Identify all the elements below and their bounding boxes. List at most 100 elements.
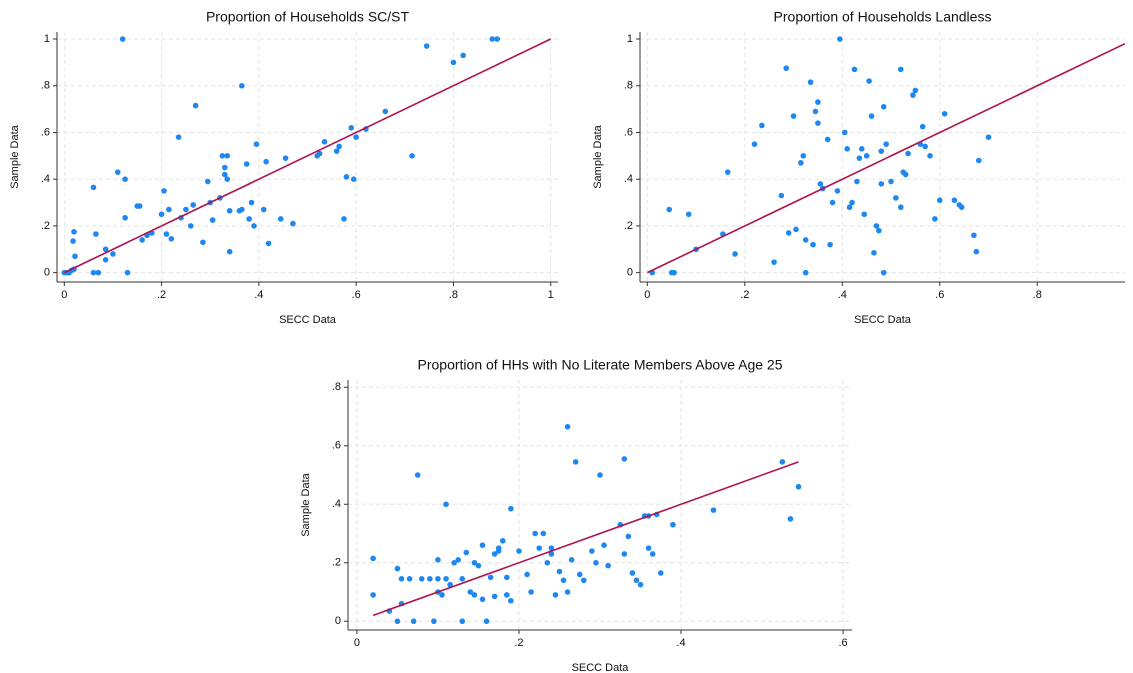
point	[224, 176, 231, 182]
point	[802, 237, 809, 243]
point	[316, 150, 323, 157]
point	[564, 589, 571, 595]
point	[922, 143, 928, 150]
point	[888, 178, 894, 185]
y-tick-label: .8	[41, 80, 50, 92]
point	[787, 516, 794, 522]
point	[802, 269, 809, 276]
point	[450, 59, 457, 66]
point	[851, 66, 858, 73]
point	[951, 197, 958, 204]
point	[459, 618, 466, 625]
chart-title: Proportion of Households Landless	[774, 9, 992, 25]
point	[846, 204, 853, 211]
point	[471, 592, 478, 598]
point	[800, 153, 807, 159]
point	[494, 36, 500, 42]
point	[463, 549, 470, 556]
point	[633, 577, 640, 584]
point	[795, 483, 802, 490]
point	[878, 148, 885, 154]
point	[532, 530, 538, 537]
point	[115, 169, 121, 175]
point	[423, 43, 430, 49]
point	[226, 248, 233, 255]
point	[807, 79, 814, 86]
point	[812, 108, 819, 115]
point	[621, 456, 628, 462]
point	[508, 597, 514, 604]
point	[343, 174, 350, 180]
point	[460, 52, 466, 59]
point	[239, 82, 245, 89]
point	[897, 204, 904, 211]
point	[528, 589, 534, 595]
point	[589, 548, 595, 554]
point	[495, 548, 502, 554]
point	[844, 146, 850, 152]
point	[936, 197, 943, 204]
point	[905, 150, 911, 157]
point	[919, 123, 926, 130]
point	[657, 570, 664, 576]
point	[459, 576, 466, 582]
point	[866, 78, 872, 84]
point	[580, 577, 587, 584]
y-tick-label: .4	[41, 173, 50, 185]
point	[985, 134, 992, 140]
point	[491, 593, 498, 600]
point	[248, 199, 255, 206]
point	[489, 36, 496, 42]
point	[732, 251, 738, 257]
point	[414, 472, 421, 478]
point	[790, 113, 797, 119]
x-tick-label: .8	[449, 289, 458, 301]
point	[876, 227, 882, 234]
point	[136, 203, 143, 209]
x-tick-label: .2	[740, 289, 749, 301]
point	[447, 581, 453, 588]
point	[670, 521, 676, 528]
y-tick-label: .6	[41, 126, 50, 138]
point	[893, 195, 899, 201]
point	[873, 223, 880, 229]
y-tick-label: .2	[41, 220, 50, 232]
point	[122, 214, 128, 221]
point	[475, 562, 482, 569]
point	[467, 589, 474, 595]
point	[649, 551, 656, 557]
point	[536, 545, 543, 551]
point	[161, 188, 167, 194]
point	[552, 592, 559, 598]
point	[971, 232, 977, 239]
y-tick-label: .8	[332, 381, 341, 393]
point	[277, 216, 284, 222]
point	[576, 571, 583, 578]
point	[479, 596, 486, 603]
point	[597, 472, 603, 478]
x-tick-label: .6	[838, 637, 847, 649]
point	[637, 581, 644, 588]
point	[910, 92, 916, 98]
point	[771, 259, 777, 265]
point	[524, 571, 530, 578]
point	[759, 122, 765, 129]
y-tick-label: .8	[624, 80, 633, 92]
point	[815, 99, 821, 105]
point	[431, 618, 437, 625]
point	[410, 618, 417, 625]
point	[418, 576, 425, 582]
point	[902, 171, 909, 178]
point	[95, 269, 102, 276]
point	[200, 239, 206, 246]
x-tick-label: 0	[61, 289, 67, 301]
point	[350, 176, 357, 182]
point	[793, 226, 799, 233]
point	[265, 240, 272, 247]
point	[439, 592, 445, 598]
point	[863, 153, 870, 159]
point	[471, 559, 478, 566]
point	[508, 505, 514, 512]
